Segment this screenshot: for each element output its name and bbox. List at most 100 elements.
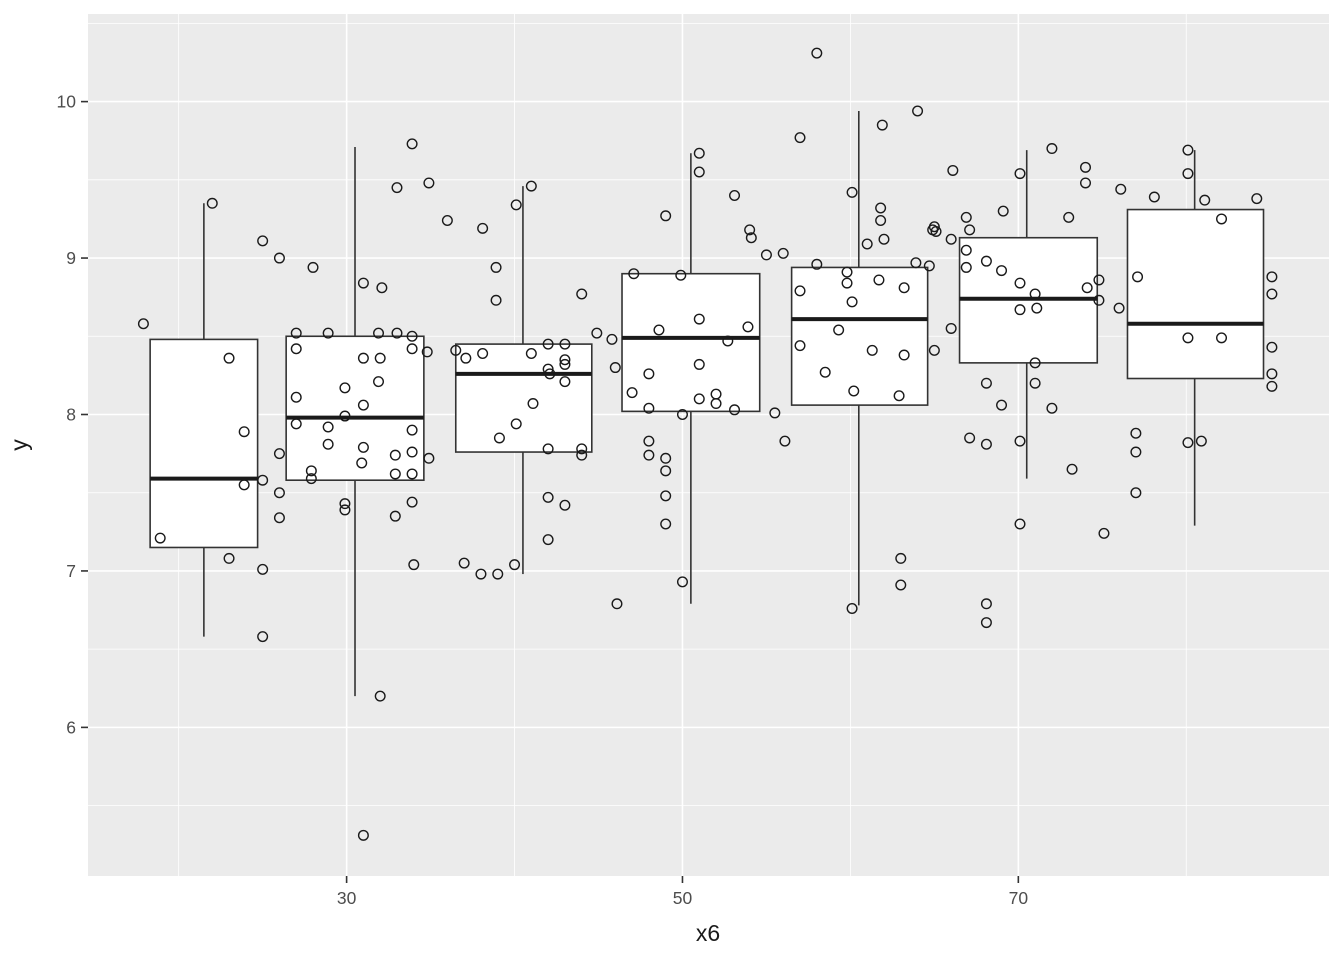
jitter-point [374, 690, 386, 702]
y-axis-title: y [6, 439, 32, 451]
jitter-point [876, 119, 888, 131]
jitter-point [945, 322, 957, 334]
jitter-point [542, 491, 554, 503]
jitter-point [576, 288, 588, 300]
jitter-point [1081, 282, 1093, 294]
jitter-point [559, 354, 571, 366]
jitter-point [238, 426, 250, 438]
jitter-point [493, 432, 505, 444]
jitter-point [1066, 463, 1078, 475]
jitter-point [794, 285, 806, 297]
jitter-point [1130, 446, 1142, 458]
jitter-point [1130, 427, 1142, 439]
jitter-point [945, 233, 957, 245]
jitter-point [525, 180, 537, 192]
jitter-point [1063, 211, 1075, 223]
jitter-point [861, 238, 873, 250]
jitter-point [450, 344, 462, 356]
jitter-point [923, 260, 935, 272]
jitter-point [722, 335, 734, 347]
jitter-point [357, 441, 369, 453]
jitter-point [794, 340, 806, 352]
jitter-point [391, 182, 403, 194]
boxplot-box [790, 110, 929, 606]
jitter-point [1266, 271, 1278, 283]
jitter-point [591, 327, 603, 339]
jitter-point [576, 443, 588, 455]
jitter-point [305, 473, 317, 485]
jitter-point [878, 233, 890, 245]
jitter-point [660, 518, 672, 530]
jitter-point [811, 258, 823, 270]
jitter-point [1113, 302, 1125, 314]
jitter-point [559, 358, 571, 370]
jitter-point [1029, 377, 1041, 389]
jitter-point [322, 438, 334, 450]
jitter-point [693, 147, 705, 159]
jitter-point [1148, 191, 1160, 203]
jitter-point [848, 385, 860, 397]
jitter-point [744, 224, 756, 236]
jitter-point [660, 465, 672, 477]
jitter-point [997, 205, 1009, 217]
jitter-point [406, 343, 418, 355]
jitter-point [389, 449, 401, 461]
jitter-points [137, 47, 1278, 841]
jitter-point [290, 327, 302, 339]
jitter-point [257, 563, 269, 575]
jitter-point [628, 268, 640, 280]
jitter-point [1031, 302, 1043, 314]
jitter-point [875, 215, 887, 227]
jitter-point [206, 197, 218, 209]
jitter-point [819, 366, 831, 378]
jitter-point [339, 410, 351, 422]
jitter-point [490, 261, 502, 273]
jitter-point [273, 487, 285, 499]
jitter-point [257, 631, 269, 643]
jitter-point [1080, 161, 1092, 173]
jitter-point [525, 347, 537, 359]
jitter-point [223, 352, 235, 364]
jitter-point [1093, 294, 1105, 306]
jitter-point [1046, 402, 1058, 414]
jitter-point [576, 449, 588, 461]
jitter-point [137, 318, 149, 330]
jitter-point [357, 829, 369, 841]
jitter-point [1182, 437, 1194, 449]
jitter-point [675, 269, 687, 281]
jitter-point [653, 324, 665, 336]
jitter-point [273, 448, 285, 460]
jitter-point [373, 376, 385, 388]
jitter-point [846, 296, 858, 308]
jitter-point [542, 363, 554, 375]
jitter-point [357, 277, 369, 289]
jitter-point [1046, 143, 1058, 155]
jitter-point [643, 435, 655, 447]
jitter-point [1182, 332, 1194, 344]
jitter-point [290, 391, 302, 403]
jitter-point [154, 532, 166, 544]
jitter-point [339, 504, 351, 516]
jitter-point [626, 387, 638, 399]
jitter-point [389, 510, 401, 522]
jitter-point [1014, 518, 1026, 530]
jitter-point [980, 377, 992, 389]
jitter-point [376, 282, 388, 294]
jitter-point [660, 490, 672, 502]
jitter-point [1080, 177, 1092, 189]
y-tick-label: 6 [66, 717, 76, 737]
jitter-point [477, 222, 489, 234]
jitter-point [660, 452, 672, 464]
jitter-point [1029, 357, 1041, 369]
jitter-point [947, 164, 959, 176]
jitter-point [1130, 487, 1142, 499]
jitter-point [928, 344, 940, 356]
plot-panel [88, 14, 1329, 876]
jitter-point [322, 327, 334, 339]
jitter-point [1251, 193, 1263, 205]
panel-background [88, 14, 1329, 876]
jitter-point [960, 211, 972, 223]
jitter-point [898, 349, 910, 361]
box-iqr [285, 335, 425, 481]
jitter-point [912, 105, 924, 117]
